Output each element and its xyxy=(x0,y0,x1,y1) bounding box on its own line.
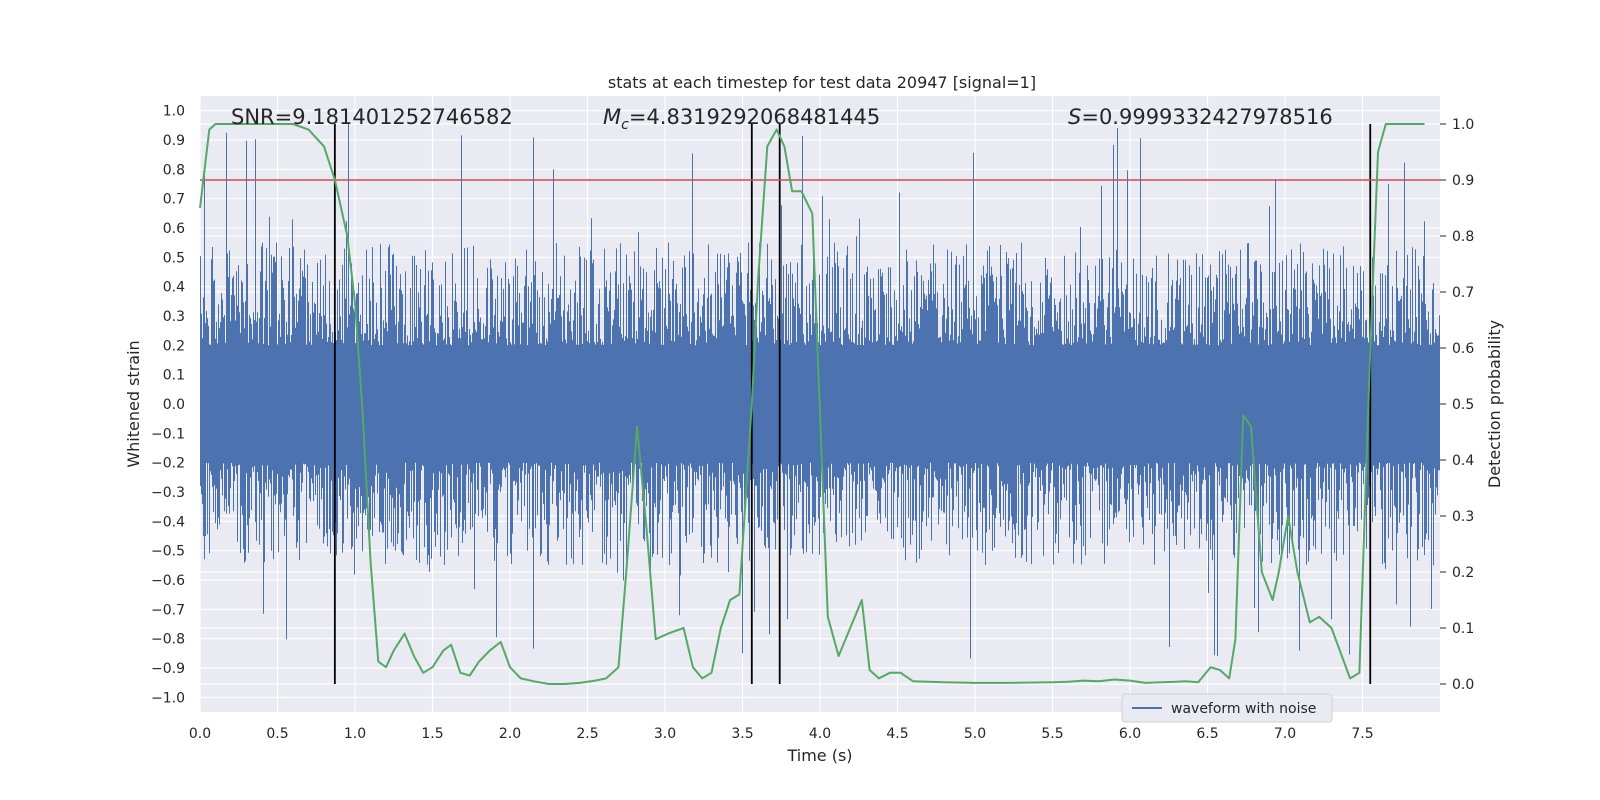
x-tick: 0.5 xyxy=(266,726,288,742)
x-tick: 1.0 xyxy=(344,726,366,742)
y-tick-left: −0.6 xyxy=(151,573,185,589)
y-tick-right: 1.0 xyxy=(1452,117,1474,133)
legend: waveform with noise xyxy=(1121,693,1333,723)
left-y-tick-labels: 1.0 0.9 0.8 0.7 0.6 0.5 0.4 0.3 0.2 0.1 0.0 −0.1 −0.… xyxy=(151,104,185,707)
x-tick: 7.5 xyxy=(1351,726,1373,742)
right-y-axis-label: Detection probability xyxy=(1485,320,1504,488)
y-tick-left: −0.8 xyxy=(151,632,185,648)
y-tick-left: 0.5 xyxy=(163,250,185,266)
x-tick: 6.0 xyxy=(1119,726,1141,742)
y-tick-right: 0.8 xyxy=(1452,229,1474,245)
y-tick-right: 0.0 xyxy=(1452,677,1474,693)
y-tick-right: 0.1 xyxy=(1452,621,1474,637)
x-axis-label: Time (s) xyxy=(786,746,852,765)
chirp-mass-annotation: Mc=4.8319292068481445 xyxy=(603,105,880,133)
x-tick: 7.0 xyxy=(1274,726,1296,742)
mc-symbol: M xyxy=(603,105,621,129)
mc-value: =4.8319292068481445 xyxy=(629,105,880,129)
y-tick-left: −0.1 xyxy=(151,426,185,442)
y-tick-left: −0.3 xyxy=(151,485,185,501)
y-tick-left: −0.9 xyxy=(151,661,185,677)
y-tick-left: 0.6 xyxy=(163,221,185,237)
chart-title: stats at each timestep for test data 209… xyxy=(608,73,1036,92)
left-y-axis-label: Whitened strain xyxy=(124,340,143,467)
y-tick-right: 0.5 xyxy=(1452,397,1474,413)
y-tick-left: 0.9 xyxy=(163,133,185,149)
x-tick: 3.0 xyxy=(654,726,676,742)
y-tick-left: 0.4 xyxy=(163,280,185,296)
y-tick-left: 0.8 xyxy=(163,162,185,178)
y-tick-left: −0.2 xyxy=(151,456,185,472)
y-tick-left: 0.7 xyxy=(163,192,185,208)
x-tick: 5.0 xyxy=(964,726,986,742)
x-tick: 4.5 xyxy=(886,726,908,742)
y-tick-right: 0.7 xyxy=(1452,285,1474,301)
s-symbol: S xyxy=(1068,105,1081,129)
s-annotation: S=0.9999332427978516 xyxy=(1068,105,1333,129)
y-tick-left: 0.0 xyxy=(163,397,185,413)
x-tick: 2.5 xyxy=(576,726,598,742)
y-tick-left: 0.3 xyxy=(163,309,185,325)
y-tick-left: −0.5 xyxy=(151,544,185,560)
x-tick: 2.0 xyxy=(499,726,521,742)
y-tick-left: 0.1 xyxy=(163,368,185,384)
s-value: =0.9999332427978516 xyxy=(1081,105,1332,129)
right-y-tick-labels: 0.0 0.1 0.2 0.3 0.4 0.5 0.6 0.7 0.8 0.9 1.0 xyxy=(1440,117,1474,693)
x-tick: 5.5 xyxy=(1041,726,1063,742)
x-tick-labels: 0.0 0.5 1.0 1.5 2.0 2.5 3.0 3.5 4.0 4.5 5.0 5.5 6.0 6… xyxy=(189,726,1374,742)
y-tick-right: 0.4 xyxy=(1452,453,1474,469)
x-tick: 0.0 xyxy=(189,726,211,742)
y-tick-left: −0.7 xyxy=(151,602,185,618)
y-tick-left: −1.0 xyxy=(151,690,185,706)
snr-annotation: SNR=9.181401252746582 xyxy=(231,105,513,129)
legend-box xyxy=(1121,693,1333,723)
detection-probability-line xyxy=(199,123,1425,685)
y-tick-left: 1.0 xyxy=(163,104,185,120)
y-tick-right: 0.9 xyxy=(1452,173,1474,189)
mc-subscript: c xyxy=(621,117,629,133)
vertical-markers xyxy=(333,124,1372,684)
x-tick: 4.0 xyxy=(809,726,831,742)
y-tick-left: −0.4 xyxy=(151,514,185,530)
y-tick-right: 0.3 xyxy=(1452,509,1474,525)
y-tick-right: 0.2 xyxy=(1452,565,1474,581)
x-tick: 1.5 xyxy=(421,726,443,742)
y-tick-right: 0.6 xyxy=(1452,341,1474,357)
legend-label: waveform with noise xyxy=(1171,701,1316,717)
y-tick-left: 0.2 xyxy=(163,338,185,354)
x-tick: 6.5 xyxy=(1196,726,1218,742)
x-tick: 3.5 xyxy=(731,726,753,742)
